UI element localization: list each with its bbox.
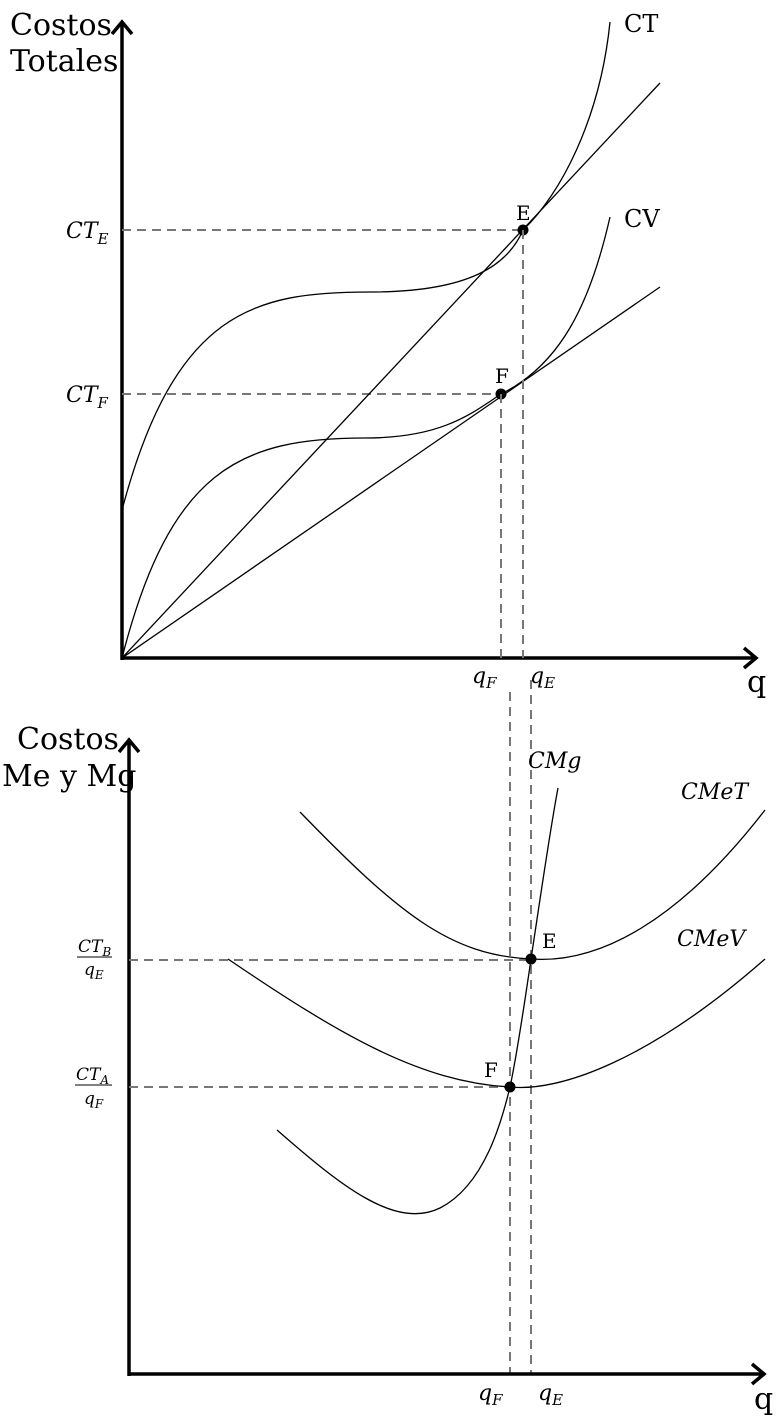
tick-ct-e: CTE — [66, 219, 109, 248]
cmg-curve — [276, 787, 559, 1215]
ray-tangent-cv — [121, 286, 661, 659]
total-costs-panel: Costos Totales q CT CV E F CTE CTF qF qE — [10, 8, 766, 700]
ct-curve — [121, 21, 611, 511]
ray-tangent-ct — [121, 82, 661, 659]
point-e-label: E — [516, 201, 531, 225]
tick-qf-top: qF — [472, 664, 497, 692]
point-f-marker-bottom — [504, 1081, 516, 1093]
tick-ct-f: CTF — [66, 383, 109, 412]
cmet-curve-label: CMeT — [681, 780, 750, 805]
top-xlabel: q — [747, 665, 766, 700]
frac-a-denominator: qF — [84, 1089, 104, 1111]
bottom-xlabel: q — [754, 1382, 773, 1417]
guide-qf-vertical — [500, 394, 511, 1374]
frac-a-numerator: CTA — [76, 1065, 109, 1087]
tick-ctb-over-qe: CTB qE — [77, 937, 112, 982]
frac-b-denominator: qE — [84, 960, 104, 982]
frac-b-numerator: CTB — [78, 937, 111, 959]
cmev-curve-label: CMeV — [677, 927, 747, 952]
tick-cta-over-qf: CTA qF — [75, 1065, 112, 1111]
top-ylabel-line1: Costos — [10, 8, 112, 43]
bottom-ylabel-line1: Costos — [17, 722, 119, 757]
top-ylabel-line2: Totales — [10, 44, 118, 79]
tick-qe-top: qE — [530, 664, 555, 692]
point-e-label-bottom: E — [542, 929, 557, 953]
bottom-y-axis-arrow — [117, 737, 141, 754]
point-f-label-bottom: F — [484, 1058, 498, 1082]
average-marginal-costs-panel: Costos Me y Mg q CMg CMeT CMeV E F CTB q… — [2, 722, 773, 1417]
top-x-axis-arrow — [742, 646, 759, 670]
point-f-label: F — [495, 364, 509, 388]
tick-qf-bottom: qF — [478, 1381, 503, 1409]
bottom-x-axis-arrow — [750, 1362, 767, 1386]
bottom-ylabel-line2: Me y Mg — [2, 759, 136, 794]
guide-qe-vertical — [522, 230, 532, 1374]
ct-curve-label: CT — [624, 10, 658, 38]
cv-curve — [121, 216, 611, 659]
top-y-axis-arrow — [110, 19, 134, 36]
cv-curve-label: CV — [624, 205, 660, 233]
cmg-curve-label: CMg — [528, 749, 581, 774]
tick-qe-bottom: qE — [538, 1381, 563, 1409]
point-e-marker-bottom — [525, 953, 537, 965]
